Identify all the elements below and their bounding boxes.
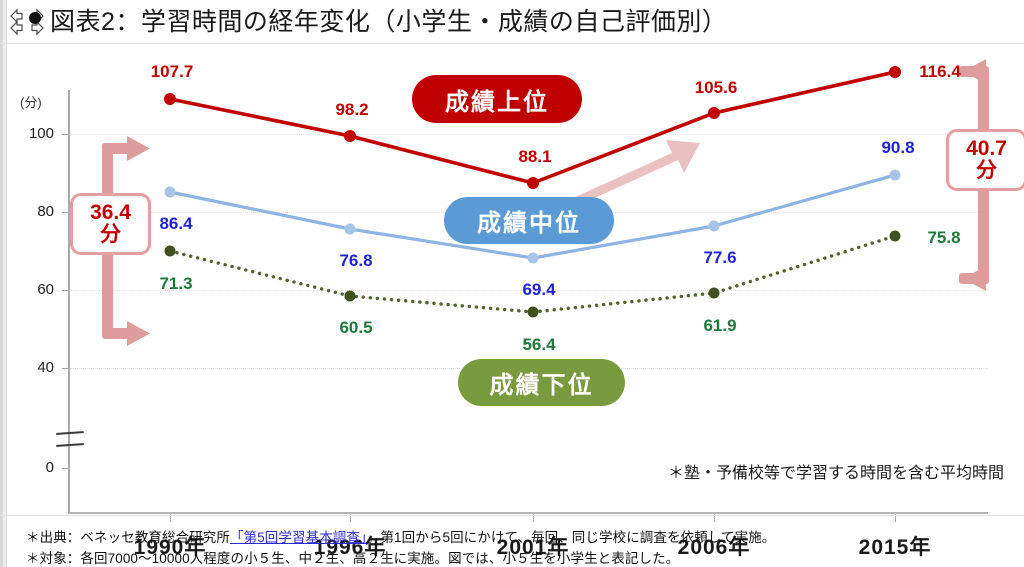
move-resize-icon[interactable]	[8, 5, 46, 39]
source-note-suffix: 。第1回から5回にかけて、毎回、同じ学校に調査を依頼して実施。	[366, 530, 776, 545]
x-axis-label-1996: 1996年	[313, 536, 387, 559]
value-label-mid-1990: 86.4	[159, 214, 193, 233]
page-left-rail-inner	[3, 0, 6, 567]
figure-header: 図表2：学習時間の経年変化（小学生・成績の自己評価別）	[0, 0, 1024, 44]
legend-badge-low[interactable]: 成績下位	[458, 359, 625, 406]
value-label-low-2006: 61.9	[703, 316, 737, 335]
value-label-mid-2015: 90.8	[881, 138, 915, 157]
source-note-prefix: ＊出典：ベネッセ教育総合研究所	[26, 530, 230, 545]
value-label-top-2001: 88.1	[518, 147, 552, 166]
x-axis-line	[68, 512, 988, 514]
value-label-low-2001: 56.4	[522, 335, 556, 354]
callout-left-unit: 分	[100, 223, 121, 246]
y-axis-line	[68, 90, 70, 512]
y-tick-40	[62, 368, 70, 369]
gridline-100	[70, 134, 988, 136]
callout-right-gap: 40.7 分	[946, 129, 1024, 191]
y-axis-label-40: 40	[37, 359, 54, 376]
y-tick-100	[62, 134, 70, 135]
source-note-line-2: ＊対象：各回7000〜10000人程度の小５生、中２生、高２生に実施。図では、小…	[26, 551, 680, 566]
x-tick-1996	[350, 512, 351, 522]
x-axis-label-2015: 2015年	[858, 536, 932, 559]
x-tick-2015	[895, 512, 896, 522]
chart-area: (分) 100 80 60 40 0 1990年 1996年 2001年 200…	[0, 44, 1024, 559]
axis-break-mark-lower	[55, 443, 85, 447]
y-axis-label-0: 0	[45, 459, 54, 476]
x-tick-2006	[714, 512, 715, 522]
value-label-low-1990: 71.3	[159, 274, 193, 293]
source-survey-link[interactable]: 「第5回学習基本調査」	[230, 530, 367, 545]
value-label-low-1996: 60.5	[339, 318, 373, 337]
callout-right-value: 40.7	[966, 136, 1007, 160]
value-label-top-2015: 116.4	[919, 62, 961, 81]
x-tick-1990	[170, 512, 171, 522]
x-axis-label-1990: 1990年	[133, 536, 207, 559]
legend-badge-top[interactable]: 成績上位	[412, 75, 582, 123]
axis-break-mark-upper	[55, 431, 85, 435]
value-label-mid-1996: 76.8	[339, 251, 373, 270]
y-axis-unit-label: (分)	[20, 95, 42, 110]
source-notes: ＊出典：ベネッセ教育総合研究所「第5回学習基本調査」。第1回から5回にかけて、毎…	[0, 515, 1024, 567]
x-tick-2001	[533, 512, 534, 522]
value-label-mid-2001: 69.4	[522, 280, 556, 299]
header-divider	[0, 43, 1024, 44]
value-label-top-1990: 107.7	[150, 62, 194, 81]
legend-badge-mid[interactable]: 成績中位	[444, 197, 614, 244]
y-tick-60	[62, 290, 70, 291]
value-label-top-2006: 105.6	[694, 78, 738, 97]
y-axis-label-80: 80	[37, 203, 54, 220]
x-axis-label-2006: 2006年	[677, 536, 751, 559]
source-note-line-1: ＊出典：ベネッセ教育総合研究所「第5回学習基本調査」。第1回から5回にかけて、毎…	[26, 526, 775, 546]
value-label-mid-2006: 77.6	[703, 248, 737, 267]
value-label-low-2015: 75.8	[927, 228, 961, 247]
notes-divider	[0, 515, 1024, 516]
y-tick-0	[62, 468, 70, 469]
callout-right-unit: 分	[976, 159, 997, 182]
callout-left-gap: 36.4 分	[70, 193, 151, 255]
y-axis-label-100: 100	[28, 125, 54, 142]
y-tick-80	[62, 212, 70, 213]
page-title: 図表2：学習時間の経年変化（小学生・成績の自己評価別）	[50, 8, 728, 36]
x-axis-label-2001: 2001年	[496, 536, 570, 559]
callout-left-value: 36.4	[90, 200, 131, 224]
value-label-top-1996: 98.2	[335, 100, 369, 119]
chart-footnote: ＊塾・予備校等で学習する時間を含む平均時間	[667, 465, 1004, 482]
y-axis-label-60: 60	[37, 281, 54, 298]
